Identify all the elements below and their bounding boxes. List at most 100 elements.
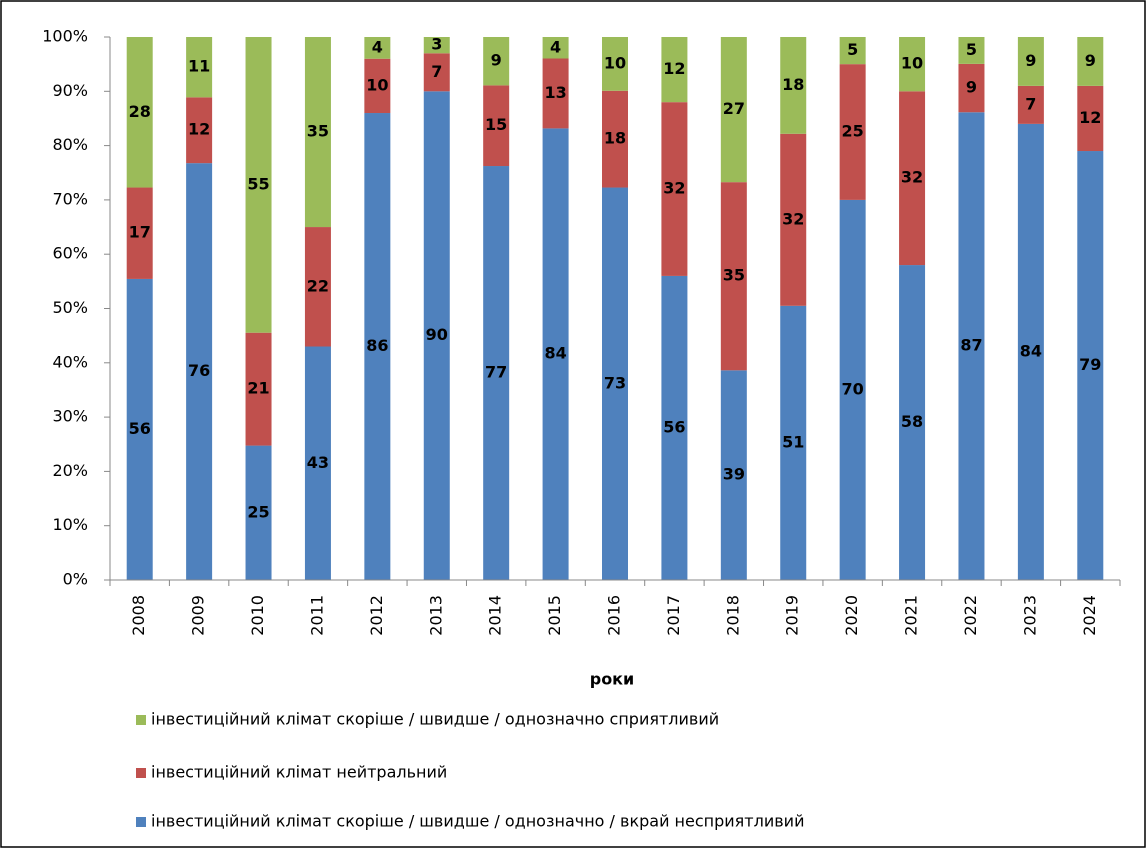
x-tick-label: 2019 xyxy=(783,595,802,636)
y-tick-label: 40% xyxy=(52,352,88,371)
bar-segment xyxy=(186,37,213,98)
bar-segment xyxy=(423,37,450,54)
x-tick-label: 2015 xyxy=(545,595,564,636)
bar-segment xyxy=(839,64,866,200)
data-label: 4 xyxy=(372,37,383,56)
data-label: 39 xyxy=(723,465,745,484)
x-tick-label: 2016 xyxy=(605,595,624,636)
y-tick-label: 30% xyxy=(52,407,88,426)
data-label: 87 xyxy=(960,336,982,355)
data-label: 55 xyxy=(247,174,269,193)
data-label: 79 xyxy=(1079,355,1101,374)
x-tick-label: 2024 xyxy=(1080,595,1099,636)
bar-segment xyxy=(720,37,747,183)
x-tick-label: 2022 xyxy=(961,595,980,636)
x-tick-label: 2010 xyxy=(248,595,267,636)
bar-segment xyxy=(1017,85,1044,124)
bar-segment xyxy=(899,37,926,92)
y-tick-label: 80% xyxy=(52,135,88,154)
data-label: 25 xyxy=(247,502,269,521)
x-tick-label: 2020 xyxy=(842,595,861,636)
bar-segment xyxy=(542,37,569,59)
x-tick-label: 2009 xyxy=(189,595,208,636)
bar-segment xyxy=(602,187,628,580)
y-tick-label: 0% xyxy=(63,570,88,589)
y-tick-label: 90% xyxy=(52,81,88,100)
data-label: 58 xyxy=(901,412,923,431)
bar-segment xyxy=(720,182,747,371)
data-label: 12 xyxy=(1079,108,1101,127)
data-label: 84 xyxy=(544,344,566,363)
bar-segment xyxy=(483,37,510,86)
bar-segment xyxy=(186,163,213,580)
y-tick-label: 10% xyxy=(52,515,88,534)
x-tick-label: 2011 xyxy=(307,595,326,636)
data-label: 27 xyxy=(723,99,745,118)
x-tick-label: 2014 xyxy=(486,595,505,636)
bar-segment xyxy=(1077,85,1104,152)
data-label: 18 xyxy=(782,75,804,94)
data-label: 7 xyxy=(431,62,442,81)
bar-segment xyxy=(661,275,688,580)
data-label: 11 xyxy=(188,57,210,76)
data-label: 76 xyxy=(188,361,210,380)
x-tick-label: 2012 xyxy=(367,595,386,636)
bar-segment xyxy=(542,128,569,580)
data-label: 10 xyxy=(901,54,923,73)
data-label: 32 xyxy=(782,209,804,228)
bar-segment xyxy=(1077,37,1104,86)
x-tick-label: 2023 xyxy=(1020,595,1039,636)
x-tick-label: 2017 xyxy=(664,595,683,636)
bar-segment xyxy=(364,37,391,59)
bar-segment xyxy=(899,265,926,580)
bar-segment xyxy=(304,227,331,347)
y-tick-label: 20% xyxy=(52,461,88,480)
data-label: 9 xyxy=(1085,51,1096,70)
data-label: 77 xyxy=(485,363,507,382)
data-label: 32 xyxy=(663,179,685,198)
data-label: 56 xyxy=(129,419,151,438)
x-tick-label: 2013 xyxy=(426,595,445,636)
bar-segment xyxy=(780,37,807,134)
legend-swatch xyxy=(136,817,146,827)
data-label: 17 xyxy=(129,223,151,242)
data-label: 7 xyxy=(1025,94,1036,113)
bar-segment xyxy=(602,37,628,91)
bar-segment xyxy=(720,370,747,580)
bar-segment xyxy=(304,346,331,580)
x-tick-label: 2018 xyxy=(723,595,742,636)
bar-segment xyxy=(602,90,628,188)
bar-segment xyxy=(304,37,331,228)
data-label: 9 xyxy=(1025,51,1036,70)
data-label: 35 xyxy=(723,266,745,285)
data-label: 70 xyxy=(842,379,864,398)
data-label: 73 xyxy=(604,373,626,392)
bar-segment xyxy=(839,37,866,65)
x-tick-label: 2008 xyxy=(129,595,148,636)
bar-segment xyxy=(483,85,510,167)
bar-segment xyxy=(780,133,807,306)
bar-segment xyxy=(483,166,510,580)
bar-segment xyxy=(423,53,450,92)
data-label: 10 xyxy=(604,53,626,72)
bar-segment xyxy=(839,199,866,580)
bar-segment xyxy=(245,445,272,580)
data-label: 21 xyxy=(247,379,269,398)
data-label: 35 xyxy=(307,122,329,141)
data-label: 43 xyxy=(307,453,329,472)
bar-segment xyxy=(780,305,807,580)
data-label: 90 xyxy=(426,325,448,344)
data-label: 15 xyxy=(485,115,507,134)
bar-segment xyxy=(245,332,272,446)
data-label: 56 xyxy=(663,417,685,436)
bar-segment xyxy=(126,187,153,279)
data-label: 10 xyxy=(366,75,388,94)
data-label: 5 xyxy=(847,40,858,59)
bar-segment xyxy=(661,37,688,103)
bar-segment xyxy=(1017,123,1044,580)
bar-segment xyxy=(661,102,688,276)
data-label: 12 xyxy=(188,120,210,139)
data-label: 32 xyxy=(901,168,923,187)
bar-segment xyxy=(1077,151,1104,580)
